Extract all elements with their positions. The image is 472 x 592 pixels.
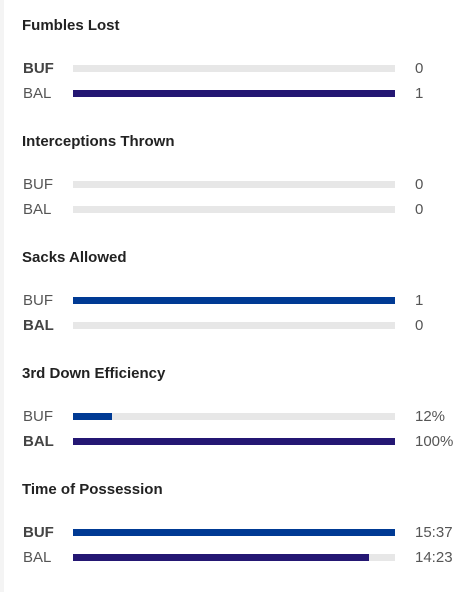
stat-row-bal: BAL 1: [4, 83, 472, 105]
stat-value: 15:37: [415, 524, 453, 541]
stat-sacks-allowed: Sacks Allowed BUF 1 BAL 0: [4, 232, 472, 348]
stat-title: Fumbles Lost: [22, 17, 120, 34]
team-label: BUF: [23, 60, 54, 77]
team-label: BAL: [23, 433, 54, 450]
stat-title: Time of Possession: [22, 481, 163, 498]
stat-row-bal: BAL 100%: [4, 431, 472, 453]
stat-row-buf: BUF 12%: [4, 406, 472, 428]
stat-row-bal: BAL 0: [4, 199, 472, 221]
stat-bar-track: [73, 529, 395, 536]
stat-value: 0: [415, 176, 424, 193]
team-label: BUF: [23, 524, 54, 541]
stat-value: 12%: [415, 408, 446, 425]
team-label: BUF: [23, 176, 53, 193]
stat-row-buf: BUF 1: [4, 290, 472, 312]
team-label: BUF: [23, 408, 53, 425]
stat-bar-track: [73, 438, 395, 445]
stat-time-of-possession: Time of Possession BUF 15:37 BAL 14:23: [4, 464, 472, 580]
team-label: BAL: [23, 201, 52, 218]
stat-row-buf: BUF 0: [4, 58, 472, 80]
stat-row-buf: BUF 0: [4, 174, 472, 196]
stat-bar-track: [73, 297, 395, 304]
stat-bar-fill: [73, 413, 112, 420]
stat-row-bal: BAL 0: [4, 315, 472, 337]
stat-bar-fill: [73, 297, 395, 304]
stat-value: 100%: [415, 433, 454, 450]
stat-row-buf: BUF 15:37: [4, 522, 472, 544]
stat-bar-track: [73, 413, 395, 420]
stat-bar-track: [73, 554, 395, 561]
stat-bar-fill: [73, 90, 395, 97]
stat-value: 0: [415, 317, 424, 334]
stat-3rd-down-efficiency: 3rd Down Efficiency BUF 12% BAL 100%: [4, 348, 472, 464]
team-label: BUF: [23, 292, 53, 309]
stat-bar-track: [73, 322, 395, 329]
stat-bar-track: [73, 65, 395, 72]
team-label: BAL: [23, 85, 52, 102]
stat-value: 0: [415, 201, 424, 218]
stat-fumbles-lost: Fumbles Lost BUF 0 BAL 1: [4, 0, 472, 116]
stat-row-bal: BAL 14:23: [4, 547, 472, 569]
stat-value: 0: [415, 60, 424, 77]
stat-bar-track: [73, 206, 395, 213]
stat-title: Interceptions Thrown: [22, 133, 175, 150]
stat-title: 3rd Down Efficiency: [22, 365, 166, 382]
stat-bar-fill: [73, 554, 370, 561]
stat-bar-track: [73, 181, 395, 188]
stat-value: 14:23: [415, 549, 453, 566]
stat-bar-fill: [73, 529, 395, 536]
stat-bar-track: [73, 90, 395, 97]
team-label: BAL: [23, 549, 52, 566]
stat-value: 1: [415, 85, 424, 102]
stat-title: Sacks Allowed: [22, 249, 127, 266]
stat-bar-fill: [73, 438, 395, 445]
team-stats-card: Fumbles Lost BUF 0 BAL 1 Interceptions T…: [4, 0, 472, 592]
stat-value: 1: [415, 292, 424, 309]
team-label: BAL: [23, 317, 54, 334]
stat-interceptions-thrown: Interceptions Thrown BUF 0 BAL 0: [4, 116, 472, 232]
